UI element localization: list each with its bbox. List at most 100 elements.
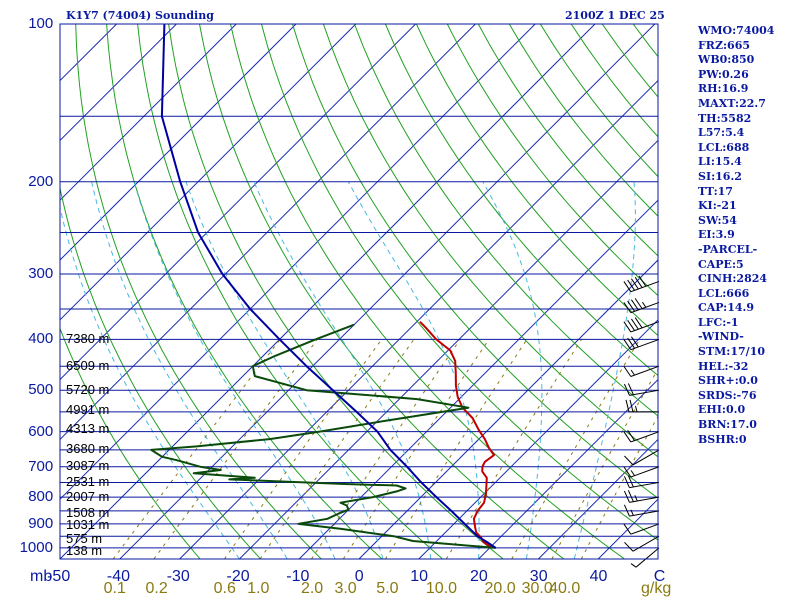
height-label: 1031 m bbox=[66, 517, 110, 533]
mixing-ratio-tick-label: 0.2 bbox=[145, 580, 168, 597]
index-row: CAP:14.9 bbox=[698, 301, 755, 315]
pressure-tick-label: 1000 bbox=[19, 538, 53, 556]
pressure-tick-label: 200 bbox=[28, 172, 54, 190]
wind-barb bbox=[625, 399, 659, 413]
mixing-ratio-tick-label: 0.1 bbox=[103, 580, 126, 597]
index-row: SRDS:-76 bbox=[698, 388, 757, 402]
isotherm-line bbox=[418, 319, 658, 559]
mixing-ratio-tick-label: 2.0 bbox=[300, 580, 324, 597]
wind-barb bbox=[623, 298, 660, 314]
height-label: 4313 m bbox=[66, 421, 110, 437]
index-row: TT:17 bbox=[698, 184, 733, 198]
wind-barb bbox=[623, 504, 660, 517]
index-row: BSHR:0 bbox=[698, 432, 747, 446]
pressure-tick-label: 300 bbox=[28, 264, 54, 282]
moist-adiabat bbox=[482, 181, 543, 559]
index-row: EI:3.9 bbox=[698, 228, 735, 242]
wind-barb bbox=[623, 475, 660, 489]
mixing-ratio-tick-label: 10.0 bbox=[425, 580, 458, 597]
wind-barb bbox=[623, 490, 660, 503]
pressure-axis-unit: mb bbox=[30, 568, 53, 585]
dry-adiabat bbox=[322, 24, 658, 458]
dry-adiabat bbox=[75, 24, 322, 559]
moist-adiabat bbox=[91, 181, 288, 559]
pressure-tick-label: 900 bbox=[28, 514, 54, 532]
index-row: LFC:-1 bbox=[698, 315, 739, 329]
temperature-tick-label: C bbox=[653, 568, 666, 585]
index-row: PW:0.26 bbox=[698, 67, 749, 81]
height-label: 3087 m bbox=[66, 458, 110, 474]
dry-adiabat bbox=[384, 24, 658, 377]
parcel-line bbox=[160, 24, 497, 549]
height-label: 2007 m bbox=[66, 489, 110, 505]
isotherm-line bbox=[358, 259, 658, 559]
wind-barb bbox=[623, 523, 660, 535]
height-label: 138 m bbox=[66, 542, 103, 558]
pressure-tick-label: 600 bbox=[28, 422, 54, 440]
dry-adiabat bbox=[446, 24, 658, 297]
index-row: -WIND- bbox=[698, 330, 744, 344]
pressure-tick-label: 100 bbox=[28, 15, 54, 32]
wind-barb bbox=[623, 336, 660, 351]
mixing-ratio-unit: g/kg bbox=[641, 580, 672, 597]
index-row: LCL:666 bbox=[698, 286, 750, 300]
moist-adiabat bbox=[60, 205, 240, 559]
mixing-ratio-tick-label: 40.0 bbox=[549, 580, 581, 597]
isotherm-line bbox=[478, 378, 658, 559]
isotherm-line bbox=[0, 24, 57, 559]
temperature-tick-label: 20 bbox=[470, 568, 488, 585]
index-row: STM:17/10 bbox=[698, 345, 765, 359]
pressure-tick-label: 700 bbox=[28, 457, 54, 475]
mixing-ratio-line bbox=[224, 339, 383, 559]
temperature-tick-label: 40 bbox=[589, 568, 608, 585]
index-row: EHI:0.0 bbox=[698, 403, 746, 417]
mixing-ratio-tick-label: 0.6 bbox=[213, 580, 236, 597]
isotherm-line bbox=[60, 24, 357, 321]
isotherm-line bbox=[60, 24, 596, 559]
mixing-ratio-tick-label: 30.0 bbox=[521, 580, 553, 597]
dry-adiabat bbox=[168, 24, 504, 559]
height-label: 5720 m bbox=[66, 382, 110, 398]
dry-adiabat bbox=[415, 24, 658, 337]
temperature-tick-label: -20 bbox=[226, 568, 250, 585]
mixing-ratio-line bbox=[259, 339, 415, 559]
mixing-ratio-tick-label: 20.0 bbox=[484, 580, 516, 597]
isotherm-line bbox=[60, 24, 177, 142]
mixing-ratio-line bbox=[112, 339, 281, 559]
index-row: -PARCEL- bbox=[698, 242, 758, 256]
index-row: BRN:17.0 bbox=[698, 418, 757, 432]
isotherm-line bbox=[60, 24, 476, 441]
height-label: 575 m bbox=[66, 531, 103, 547]
pressure-tick-label: 400 bbox=[28, 330, 54, 348]
isotherm-line bbox=[60, 24, 536, 500]
wind-barb bbox=[623, 430, 660, 443]
dry-adiabat bbox=[137, 24, 443, 559]
dry-adiabat bbox=[199, 24, 565, 559]
dry-adiabat bbox=[261, 24, 658, 541]
height-label: 3680 m bbox=[66, 441, 110, 457]
index-row: WB0:850 bbox=[698, 53, 755, 67]
temperature-line bbox=[419, 320, 497, 549]
dry-adiabat bbox=[292, 24, 658, 499]
index-row: CAPE:5 bbox=[698, 257, 744, 271]
wind-barb bbox=[623, 383, 660, 396]
index-row: L57:5.4 bbox=[698, 126, 745, 140]
isotherm-line bbox=[60, 24, 237, 201]
isotherm-line bbox=[538, 438, 658, 559]
dry-adiabat bbox=[60, 185, 261, 559]
isotherm-line bbox=[179, 79, 658, 559]
moist-adiabat bbox=[347, 181, 480, 559]
index-row: RH:16.9 bbox=[698, 82, 749, 96]
moist-adiabat bbox=[185, 181, 384, 559]
chart-title: K1Y7 (74004) Sounding bbox=[66, 9, 214, 22]
pressure-tick-label: 500 bbox=[28, 381, 54, 399]
height-label: 6509 m bbox=[66, 357, 110, 373]
dry-adiabat bbox=[477, 24, 658, 257]
temperature-tick-label: -50 bbox=[47, 568, 71, 585]
height-label: 1508 m bbox=[66, 504, 110, 520]
index-row: FRZ:665 bbox=[698, 38, 751, 52]
wind-barb bbox=[623, 275, 660, 293]
isotherm-line bbox=[60, 24, 416, 381]
mixing-ratio-line bbox=[445, 339, 582, 559]
wind-barb bbox=[624, 535, 660, 552]
